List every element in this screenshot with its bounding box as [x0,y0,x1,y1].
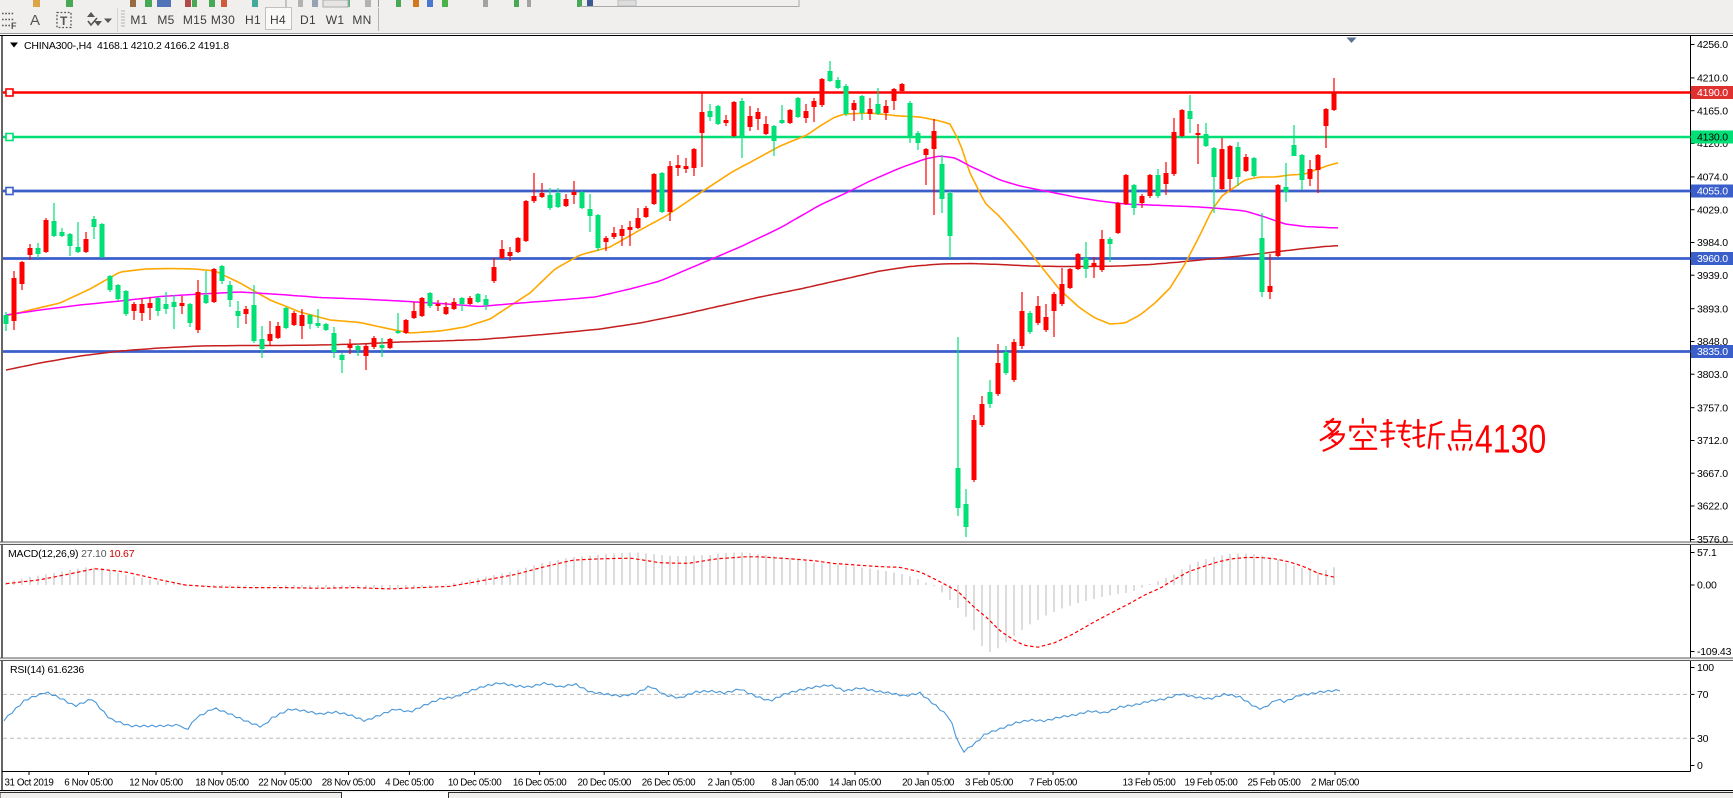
svg-text:3960.0: 3960.0 [1697,253,1728,265]
svg-text:4130.0: 4130.0 [1697,132,1728,144]
svg-text:7 Feb 05:00: 7 Feb 05:00 [1029,778,1078,789]
svg-text:MACD(12,26,9) 27.10 10.67: MACD(12,26,9) 27.10 10.67 [8,548,135,560]
svg-text:4 Dec 05:00: 4 Dec 05:00 [385,778,434,789]
svg-text:20 Jan 05:00: 20 Jan 05:00 [902,778,955,789]
svg-text:3622.0: 3622.0 [1697,501,1728,513]
svg-text:H4: H4 [270,13,286,27]
svg-text:57.1: 57.1 [1697,547,1717,559]
svg-text:H1: H1 [245,13,261,27]
svg-text:16 Dec 05:00: 16 Dec 05:00 [513,778,567,789]
svg-text:70: 70 [1697,689,1709,701]
svg-text:20 Dec 05:00: 20 Dec 05:00 [577,778,631,789]
svg-text:3984.0: 3984.0 [1697,237,1728,249]
svg-text:3803.0: 3803.0 [1697,369,1728,381]
svg-text:4190.0: 4190.0 [1697,87,1728,99]
svg-text:M15: M15 [183,13,207,27]
svg-text:6 Nov 05:00: 6 Nov 05:00 [64,778,113,789]
svg-text:4074.0: 4074.0 [1697,172,1728,184]
svg-text:F: F [11,21,17,31]
svg-text:W1: W1 [326,13,345,27]
svg-text:0.00: 0.00 [1697,580,1717,592]
svg-text:18 Nov 05:00: 18 Nov 05:00 [195,778,249,789]
svg-text:3757.0: 3757.0 [1697,402,1728,414]
svg-text:10 Dec 05:00: 10 Dec 05:00 [448,778,502,789]
svg-text:A: A [30,12,40,29]
svg-text:28 Nov 05:00: 28 Nov 05:00 [322,778,376,789]
svg-text:2 Mar 05:00: 2 Mar 05:00 [1311,778,1360,789]
svg-text:RSI(14) 61.6236: RSI(14) 61.6236 [10,664,84,676]
svg-text:CHINA300-,H4 4168.1 4210.2 41: CHINA300-,H4 4168.1 4210.2 4166.2 4191.8 [24,40,229,52]
svg-text:14 Jan 05:00: 14 Jan 05:00 [829,778,882,789]
svg-text:M1: M1 [130,13,147,27]
svg-text:M5: M5 [157,13,174,27]
svg-text:13 Feb 05:00: 13 Feb 05:00 [1123,778,1177,789]
svg-text:0: 0 [1697,760,1703,772]
svg-text:31 Oct 2019: 31 Oct 2019 [5,778,54,789]
svg-text:T: T [60,14,68,28]
svg-text:4210.0: 4210.0 [1697,73,1728,85]
svg-text:-109.43: -109.43 [1697,646,1732,658]
svg-text:4165.0: 4165.0 [1697,105,1728,117]
svg-text:M30: M30 [211,13,235,27]
svg-text:4256.0: 4256.0 [1697,39,1728,51]
svg-text:3939.0: 3939.0 [1697,270,1728,282]
svg-text:MN: MN [352,13,371,27]
svg-text:3712.0: 3712.0 [1697,435,1728,447]
svg-text:3576.0: 3576.0 [1697,534,1728,546]
svg-text:100: 100 [1697,662,1714,674]
svg-text:3893.0: 3893.0 [1697,303,1728,315]
svg-text:8 Jan 05:00: 8 Jan 05:00 [772,778,820,789]
svg-text:26 Dec 05:00: 26 Dec 05:00 [642,778,696,789]
svg-text:4130: 4130 [1475,416,1546,461]
svg-text:D1: D1 [300,13,316,27]
svg-text:19 Feb 05:00: 19 Feb 05:00 [1185,778,1239,789]
svg-text:2 Jan 05:00: 2 Jan 05:00 [708,778,756,789]
svg-text:22 Nov 05:00: 22 Nov 05:00 [258,778,312,789]
svg-text:3667.0: 3667.0 [1697,468,1728,480]
svg-text:4055.0: 4055.0 [1697,186,1728,198]
svg-text:30: 30 [1697,733,1709,745]
svg-text:12 Nov 05:00: 12 Nov 05:00 [129,778,183,789]
svg-text:3835.0: 3835.0 [1697,346,1728,358]
svg-text:4029.0: 4029.0 [1697,204,1728,216]
svg-text:25 Feb 05:00: 25 Feb 05:00 [1248,778,1302,789]
svg-text:3 Feb 05:00: 3 Feb 05:00 [965,778,1014,789]
